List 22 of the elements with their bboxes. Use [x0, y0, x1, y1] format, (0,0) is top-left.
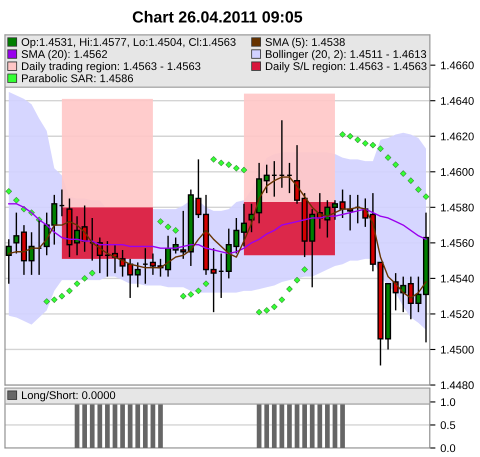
y-tick-label: 1.4480 — [441, 381, 474, 390]
y-tick-label: 1.4540 — [441, 274, 474, 283]
legend-label: SMA (5): 1.4538 — [265, 38, 345, 48]
legend-label: Parabolic SAR: 1.4586 — [22, 74, 134, 82]
legend-label: Daily trading region: 1.4563 - 1.4563 — [22, 62, 200, 72]
y-tick-label: 1.0 — [441, 398, 456, 406]
y-tick-label: 1.4660 — [441, 61, 474, 70]
y-tick-label: 0.0 — [440, 444, 456, 452]
legend-label: Long/Short: 0.0000 — [22, 390, 116, 402]
y-tick-label: 1.4500 — [441, 346, 474, 354]
y-tick-label: 1.4580 — [441, 204, 474, 212]
legend-label: Bollinger (20, 2): 1.4511 - 1.4613 — [266, 50, 426, 60]
y-tick-label: 1.4640 — [441, 96, 474, 105]
chart-title: Chart 26.04.2011 09:05 — [132, 10, 302, 23]
y-tick-label: 1.4520 — [441, 310, 474, 318]
legend-label: Op:1.4531, Hi:1.4577, Lo:1.4504, Cl:1.4563 — [22, 38, 236, 48]
y-tick-label: 0.5 — [440, 421, 456, 430]
y-tick-label: 1.4620 — [441, 132, 474, 140]
y-tick-label: 1.4560 — [441, 239, 474, 247]
legend-label: SMA (20): 1.4562 — [22, 50, 108, 60]
legend-label: Daily S/L region: 1.4563 - 1.4563 — [266, 62, 427, 72]
y-tick-label: 1.4600 — [441, 168, 474, 176]
